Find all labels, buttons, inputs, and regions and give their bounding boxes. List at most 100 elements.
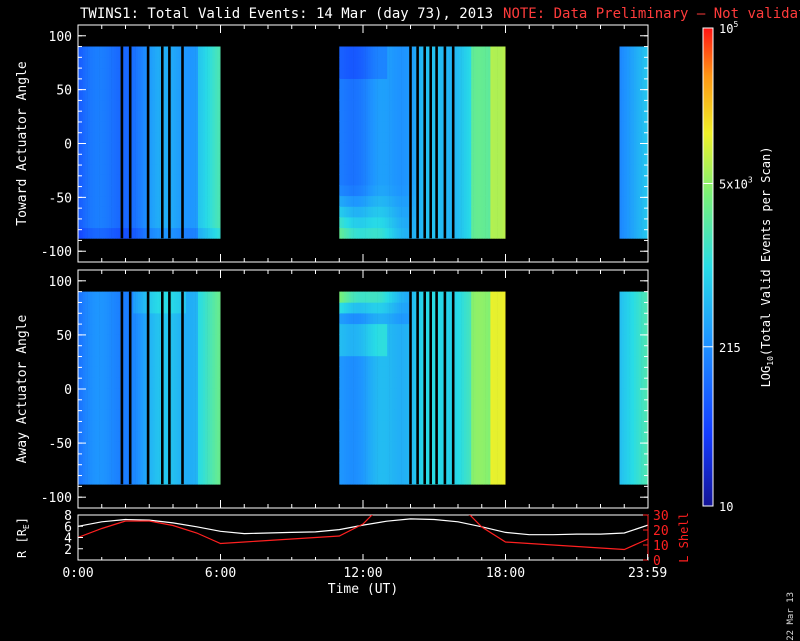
toward-heatmap-cell [217, 185, 220, 196]
toward-segment-1 [339, 47, 505, 239]
away-heatmap-cell [198, 377, 201, 388]
away-heatmap-cell [464, 431, 467, 442]
away-heatmap-cell [176, 377, 179, 388]
away-heatmap-cell [186, 431, 189, 442]
away-heatmap-cell [176, 463, 179, 474]
away-heatmap-cell [150, 452, 153, 463]
away-heatmap-cell [406, 399, 409, 410]
away-heatmap-cell [421, 388, 424, 399]
away-heatmap-cell [483, 474, 486, 485]
away-heatmap-cell [354, 302, 357, 313]
away-heatmap-cell [196, 420, 199, 431]
away-heatmap-cell [498, 367, 501, 378]
toward-heatmap-cell [486, 206, 489, 217]
away-heatmap-cell [478, 356, 481, 367]
away-heatmap-cell [85, 302, 88, 313]
away-heatmap-cell [447, 292, 450, 303]
toward-heatmap-cell [397, 217, 400, 228]
away-heatmap-cell [474, 388, 477, 399]
toward-heatmap-cell [622, 100, 625, 111]
toward-heatmap-cell [486, 132, 489, 143]
away-heatmap-cell [176, 409, 179, 420]
away-heatmap-cell [104, 302, 107, 313]
away-heatmap-cell [143, 388, 146, 399]
away-heatmap-cell [459, 324, 462, 335]
toward-heatmap-cell [457, 121, 460, 132]
toward-heatmap-cell [140, 206, 143, 217]
toward-heatmap-cell [126, 132, 129, 143]
away-heatmap-cell [382, 420, 385, 431]
toward-heatmap-cell [459, 111, 462, 122]
toward-heatmap-cell [447, 142, 450, 153]
away-heatmap-cell [356, 377, 359, 388]
away-heatmap-cell [193, 420, 196, 431]
toward-heatmap-cell [200, 79, 203, 90]
away-heatmap-cell [174, 356, 177, 367]
toward-heatmap-cell [140, 111, 143, 122]
toward-heatmap-cell [138, 68, 141, 79]
toward-heatmap-cell [624, 164, 627, 175]
away-heatmap-cell [378, 292, 381, 303]
toward-heatmap-cell [634, 47, 637, 58]
away-heatmap-cell [385, 367, 388, 378]
away-heatmap-cell [368, 409, 371, 420]
toward-heatmap-cell [152, 185, 155, 196]
toward-heatmap-cell [390, 185, 393, 196]
toward-heatmap-cell [474, 132, 477, 143]
toward-heatmap-cell [346, 100, 349, 111]
away-heatmap-cell [450, 474, 453, 485]
away-heatmap-cell [378, 377, 381, 388]
away-heatmap-cell [390, 463, 393, 474]
toward-heatmap-cell [208, 206, 211, 217]
toward-heatmap-cell [363, 174, 366, 185]
toward-heatmap-cell [627, 100, 630, 111]
toward-heatmap-cell [174, 68, 177, 79]
away-heatmap-cell [373, 474, 376, 485]
away-heatmap-cell [191, 324, 194, 335]
toward-heatmap-cell [466, 100, 469, 111]
away-heatmap-cell [370, 463, 373, 474]
toward-heatmap-cell [627, 164, 630, 175]
toward-heatmap-cell [212, 185, 215, 196]
away-heatmap-cell [90, 367, 93, 378]
toward-heatmap-cell [90, 121, 93, 132]
away-heatmap-cell [363, 399, 366, 410]
toward-heatmap-cell [426, 100, 429, 111]
away-heatmap-cell [90, 431, 93, 442]
toward-heatmap-cell [366, 196, 369, 207]
away-heatmap-cell [498, 463, 501, 474]
toward-heatmap-cell [450, 164, 453, 175]
away-heatmap-cell [136, 452, 139, 463]
away-heatmap-cell [502, 399, 505, 410]
toward-heatmap-cell [210, 153, 213, 164]
away-heatmap-cell [498, 420, 501, 431]
away-heatmap-cell [474, 292, 477, 303]
away-heatmap-cell [397, 420, 400, 431]
away-heatmap-cell [133, 334, 136, 345]
away-heatmap-cell [390, 302, 393, 313]
away-heatmap-cell [133, 441, 136, 452]
away-heatmap-cell [392, 474, 395, 485]
away-heatmap-cell [186, 292, 189, 303]
toward-heatmap-cell [632, 153, 635, 164]
toward-heatmap-cell [387, 132, 390, 143]
away-heatmap-cell [476, 388, 479, 399]
away-heatmap-cell [198, 334, 201, 345]
toward-heatmap-cell [191, 132, 194, 143]
away-heatmap-cell [385, 345, 388, 356]
toward-heatmap-cell [107, 142, 110, 153]
away-heatmap-cell [356, 313, 359, 324]
away-heatmap-cell [157, 388, 160, 399]
away-heatmap-cell [109, 409, 112, 420]
toward-heatmap-cell [454, 228, 457, 239]
away-heatmap-cell [126, 409, 129, 420]
away-heatmap-cell [457, 334, 460, 345]
toward-heatmap-cell [140, 57, 143, 68]
toward-heatmap-cell [361, 217, 364, 228]
toward-heatmap-cell [634, 164, 637, 175]
away-heatmap-cell [358, 431, 361, 442]
toward-heatmap-cell [107, 100, 110, 111]
away-heatmap-cell [471, 356, 474, 367]
toward-heatmap-cell [109, 89, 112, 100]
toward-heatmap-cell [459, 142, 462, 153]
